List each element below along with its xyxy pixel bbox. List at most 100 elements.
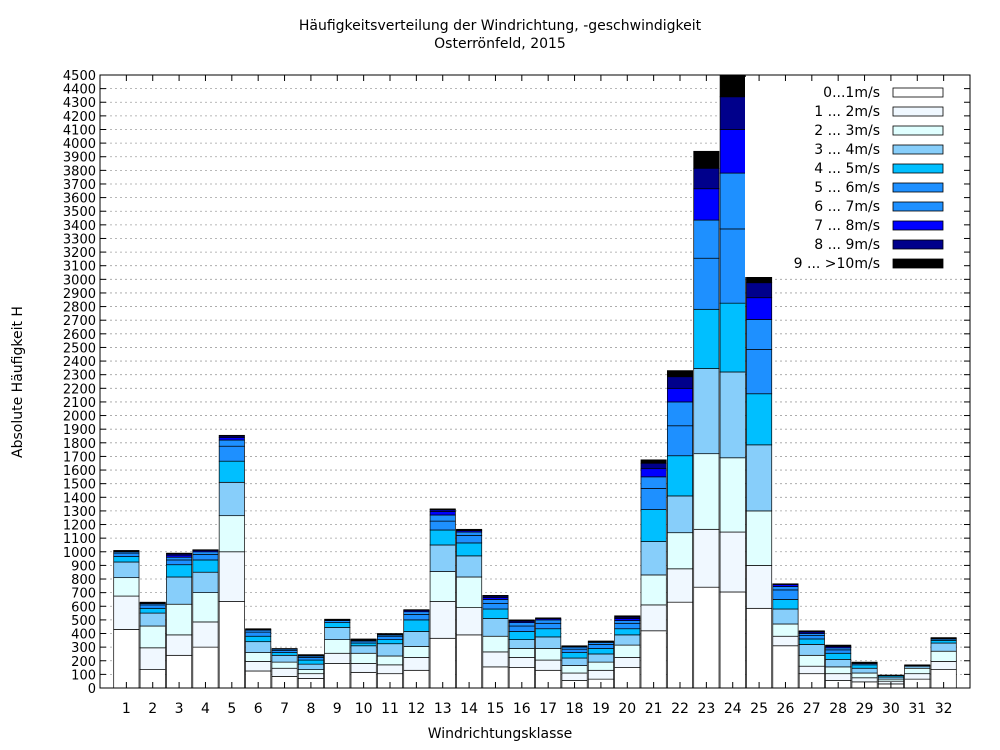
y-tick-label: 3700 (63, 178, 96, 193)
bar-segment-14-series-1 (456, 634, 483, 689)
bar-segment-24-series-7 (719, 172, 746, 230)
bar-segment-15-series-4 (482, 618, 509, 637)
bar-segment-29-series-5 (851, 664, 878, 669)
bar-segment-4-series-1 (192, 646, 219, 689)
bar-segment-27-series-6 (798, 635, 825, 640)
bar-segment-3-series-7 (166, 556, 193, 561)
bar-segment-28-series-2 (825, 673, 852, 681)
y-tick-label: 1300 (63, 505, 96, 520)
x-tick-label: 6 (254, 701, 263, 717)
bar-segment-14-series-4 (456, 555, 483, 578)
legend-swatch (892, 144, 944, 155)
legend: 0...1m/s 1 ... 2m/s 2 ... 3m/s 3 ... 4m/s 4 … (745, 77, 967, 277)
bar-segment-22-series-3 (666, 532, 694, 570)
bar-segment-2-series-4 (139, 612, 166, 627)
bar-segment-13-series-5 (429, 529, 456, 546)
bar-segment-15-series-6 (482, 603, 509, 610)
x-tick-label: 27 (803, 701, 821, 717)
bar-segment-25-series-1 (746, 607, 773, 689)
bar-segment-6-series-9 (245, 628, 272, 630)
y-tick-label: 3200 (63, 246, 96, 261)
y-tick-label: 900 (71, 559, 96, 574)
bar-segment-26-series-3 (772, 623, 799, 637)
y-tick-label: 2500 (63, 341, 96, 356)
bar-segment-16-series-4 (508, 639, 535, 649)
legend-label: 5 ... 6m/s (814, 180, 880, 196)
y-tick-label: 3300 (63, 232, 96, 247)
bar-segment-21-series-1 (640, 630, 667, 689)
bar-segment-2-series-3 (139, 625, 166, 649)
bar-segment-12-series-7 (403, 611, 430, 615)
bar-segment-23-series-3 (693, 453, 720, 530)
bar-segment-26-series-7 (772, 586, 799, 591)
legend-label: 6 ... 7m/s (814, 199, 880, 215)
bar-segment-24-series-4 (719, 371, 746, 459)
bar-segment-15-series-7 (482, 599, 509, 604)
bar-segment-9-series-8 (324, 618, 351, 621)
bar-segment-14-series-7 (456, 531, 483, 536)
y-tick-label: 3900 (63, 151, 96, 166)
bar-segment-24-series-1 (719, 591, 746, 689)
bar-segment-18-series-9 (561, 645, 588, 647)
bar-segment-10-series-9 (350, 638, 377, 640)
bar-segment-25-series-5 (746, 393, 773, 446)
bar-segment-25-series-7 (746, 319, 773, 350)
bar-segment-21-series-6 (640, 488, 667, 510)
legend-swatch (892, 106, 944, 117)
x-tick-label: 29 (856, 701, 874, 717)
bar-segment-23-series-7 (693, 219, 720, 259)
y-tick-label: 1500 (63, 478, 96, 493)
y-tick-label: 4400 (63, 83, 96, 98)
bar-segment-7-series-3 (271, 661, 298, 669)
x-tick-label: 10 (355, 701, 373, 717)
bar-segment-9-series-2 (324, 652, 351, 664)
x-tick-label: 24 (724, 701, 742, 717)
bar-segment-5-series-4 (218, 481, 245, 517)
x-axis: 1 2 3 4 5 6 7 8 9 10 11 12 13 14 15 16 17 18 19 20 21 22 23 24 2… (122, 75, 953, 717)
bar-segment-23-series-6 (693, 257, 720, 310)
chart-subtitle: Osterrönfeld, 2015 (434, 36, 566, 52)
bar-segment-28-series-6 (825, 649, 852, 654)
bar-segment-16-series-2 (508, 656, 535, 668)
bar-segment-17-series-5 (535, 628, 562, 638)
bar-segment-11-series-2 (376, 664, 404, 675)
bar-segment-5-series-2 (218, 551, 245, 602)
y-tick-label: 1200 (63, 519, 96, 534)
bar-segment-9-series-4 (324, 627, 351, 640)
x-axis-label: Windrichtungsklasse (427, 726, 573, 742)
bar-segment-23-series-2 (693, 528, 720, 588)
bar-segment-25-series-6 (746, 349, 773, 395)
legend-swatch (892, 87, 944, 98)
x-tick-label: 30 (882, 701, 900, 717)
bar-segment-28-series-3 (825, 666, 852, 675)
bar-segment-22-series-2 (666, 568, 694, 603)
bar-segment-3-series-5 (166, 564, 193, 578)
bar-segment-18-series-3 (561, 665, 588, 674)
bar-segment-25-series-8 (746, 297, 773, 320)
bar-segment-22-series-1 (666, 601, 694, 689)
bar-segment-2-series-2 (139, 647, 166, 670)
bar-segment-18-series-4 (561, 657, 588, 666)
x-tick-label: 25 (750, 701, 768, 717)
bar-segment-18-series-5 (561, 652, 588, 659)
x-tick-label: 14 (460, 701, 478, 717)
bar-segment-5-series-6 (218, 445, 245, 462)
bar-segment-4-series-2 (192, 621, 219, 648)
legend-label: 9 ... >10m/s (794, 256, 880, 272)
bar-segment-12-series-9 (403, 609, 430, 611)
bar-segment-5-series-8 (218, 437, 245, 441)
bar-segment-22-series-6 (666, 425, 694, 457)
bar-segment-3-series-2 (166, 634, 193, 656)
bar-segment-16-series-3 (508, 648, 535, 658)
y-tick-label: 4500 (63, 69, 96, 84)
bar-segment-13-series-4 (429, 544, 456, 572)
bar-segment-4-series-3 (192, 592, 219, 623)
bar-segment-21-series-7 (640, 476, 667, 489)
bar-segment-21-series-5 (640, 509, 667, 542)
bar-segment-20-series-2 (614, 656, 641, 668)
bar-segment-19-series-6 (587, 644, 614, 649)
bar-segment-5-series-7 (218, 439, 245, 447)
bar-segment-25-series-2 (746, 565, 773, 609)
y-tick-label: 100 (71, 668, 96, 683)
bar-segment-5-series-10 (218, 434, 245, 437)
